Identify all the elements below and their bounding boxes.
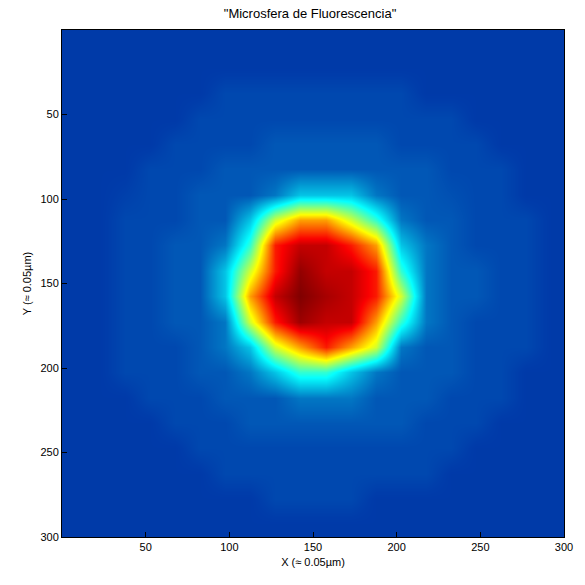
svg-text:300: 300: [555, 541, 573, 553]
svg-text:200: 200: [387, 541, 405, 553]
svg-text:100: 100: [220, 541, 238, 553]
svg-text:150: 150: [40, 277, 58, 289]
svg-text:50: 50: [47, 108, 59, 120]
svg-text:"Microsfera de Fluorescencia": "Microsfera de Fluorescencia": [224, 6, 397, 21]
svg-text:Y (≈ 0.05µm): Y (≈ 0.05µm): [21, 252, 33, 316]
svg-text:300: 300: [40, 531, 58, 543]
svg-text:50: 50: [140, 541, 152, 553]
svg-text:250: 250: [40, 446, 58, 458]
svg-text:X (≈ 0.05µm): X (≈ 0.05µm): [281, 556, 345, 568]
svg-text:250: 250: [471, 541, 489, 553]
svg-text:150: 150: [304, 541, 322, 553]
svg-text:200: 200: [40, 362, 58, 374]
svg-text:100: 100: [40, 193, 58, 205]
